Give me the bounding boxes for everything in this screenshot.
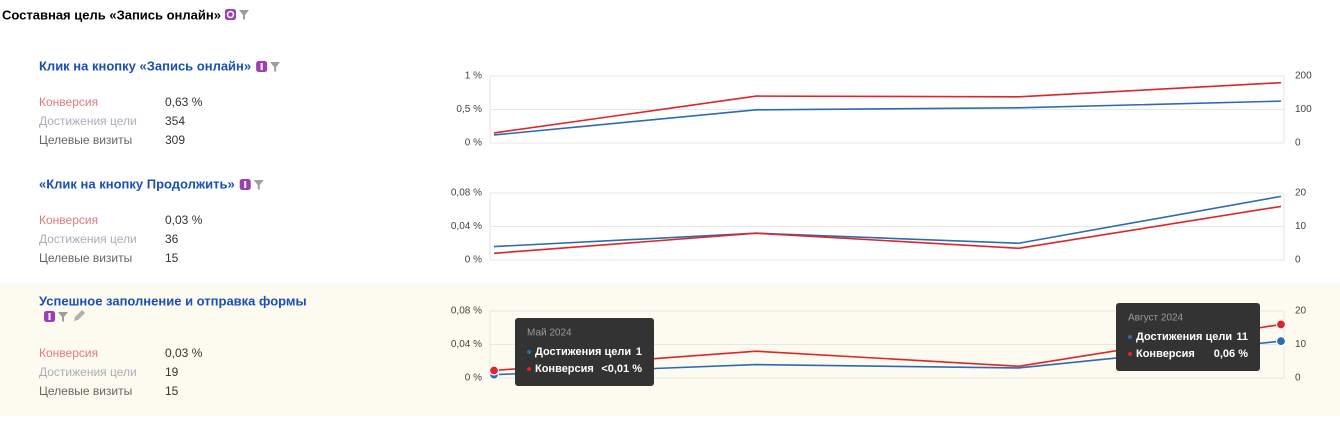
tooltip-value: 0,06 % (1214, 348, 1248, 360)
stat-value: 309 (165, 133, 185, 147)
stat-value: 0,63 % (165, 95, 203, 109)
goal-title[interactable]: «Клик на кнопку Продолжить» (39, 176, 235, 191)
y2-tick-label: 0 (1295, 138, 1301, 149)
stat-label: Достижения цели (39, 114, 137, 128)
goal-title[interactable]: Успешное заполнение и отправка формы (39, 293, 307, 308)
filter-icon (270, 62, 281, 72)
tooltip-dot (527, 350, 531, 354)
tooltip-value: <0,01 % (601, 363, 642, 375)
stat-value: 354 (165, 114, 185, 128)
y-tick-label: 0 % (465, 373, 482, 384)
stat-value: 0,03 % (165, 213, 203, 227)
stat-label: Конверсия (39, 95, 98, 109)
stat-value: 15 (165, 251, 179, 265)
y-tick-label: 0,5 % (456, 104, 482, 115)
y2-tick-label: 200 (1295, 71, 1312, 82)
hover-point (1275, 319, 1287, 330)
goal-icon (224, 9, 236, 20)
stat-label: Конверсия (39, 213, 98, 227)
tooltip-name: Конверсия (1136, 348, 1195, 360)
stat-value: 15 (165, 384, 179, 398)
tooltip-title: Май 2024 (527, 328, 572, 339)
tooltip-dot (1128, 335, 1132, 339)
y-tick-label: 0,04 % (451, 339, 482, 350)
y-tick-label: 0,08 % (451, 188, 482, 199)
y-tick-label: 0 % (465, 255, 482, 266)
goal-title[interactable]: Клик на кнопку «Запись онлайн» (39, 58, 251, 73)
y2-tick-label: 0 (1295, 255, 1301, 266)
stat-value: 19 (165, 365, 179, 379)
filter-icon (253, 180, 264, 190)
hover-point (1275, 336, 1287, 347)
y-tick-label: 1 % (465, 71, 482, 82)
stat-label: Целевые визиты (39, 384, 132, 398)
series-line (493, 205, 1282, 255)
filter-icon (238, 10, 249, 20)
tooltip-dot (527, 367, 531, 371)
y2-tick-label: 20 (1295, 306, 1307, 317)
y-tick-label: 0,04 % (451, 221, 482, 232)
stat-label: Целевые визиты (39, 251, 132, 265)
stat-label: Целевые визиты (39, 133, 132, 147)
tooltip (515, 318, 654, 386)
goal-icon-mark (244, 181, 247, 188)
page-title: Составная цель «Запись онлайн» (2, 7, 221, 22)
tooltip-value: 1 (636, 346, 642, 358)
series-line (493, 195, 1282, 248)
tooltip (1116, 303, 1260, 371)
filter-icon (58, 312, 68, 322)
goal-icon-mark (260, 63, 263, 70)
stat-value: 0,03 % (165, 346, 203, 360)
stat-label: Конверсия (39, 346, 98, 360)
stat-label: Достижения цели (39, 232, 137, 246)
tooltip-value: 11 (1236, 331, 1248, 343)
goal-icon-pie (226, 10, 235, 19)
y2-tick-label: 10 (1295, 339, 1307, 350)
y2-tick-label: 100 (1295, 104, 1312, 115)
y2-tick-label: 20 (1295, 188, 1307, 199)
y2-tick-label: 10 (1295, 221, 1307, 232)
stat-label: Достижения цели (39, 365, 137, 379)
y-tick-label: 0,08 % (451, 306, 482, 317)
series-line (493, 81, 1282, 134)
edit-icon (74, 310, 85, 321)
tooltip-name: Достижения цели (535, 346, 631, 358)
tooltip-name: Достижения цели (1136, 331, 1232, 343)
series-line (493, 100, 1282, 136)
stat-value: 36 (165, 232, 179, 246)
y-tick-label: 0 % (465, 138, 482, 149)
tooltip-dot (1128, 352, 1132, 356)
hover-point (488, 365, 500, 376)
y2-tick-label: 0 (1295, 373, 1301, 384)
goal-icon-mark (48, 313, 51, 320)
tooltip-name: Конверсия (535, 363, 594, 375)
tooltip-title: Август 2024 (1128, 313, 1184, 324)
